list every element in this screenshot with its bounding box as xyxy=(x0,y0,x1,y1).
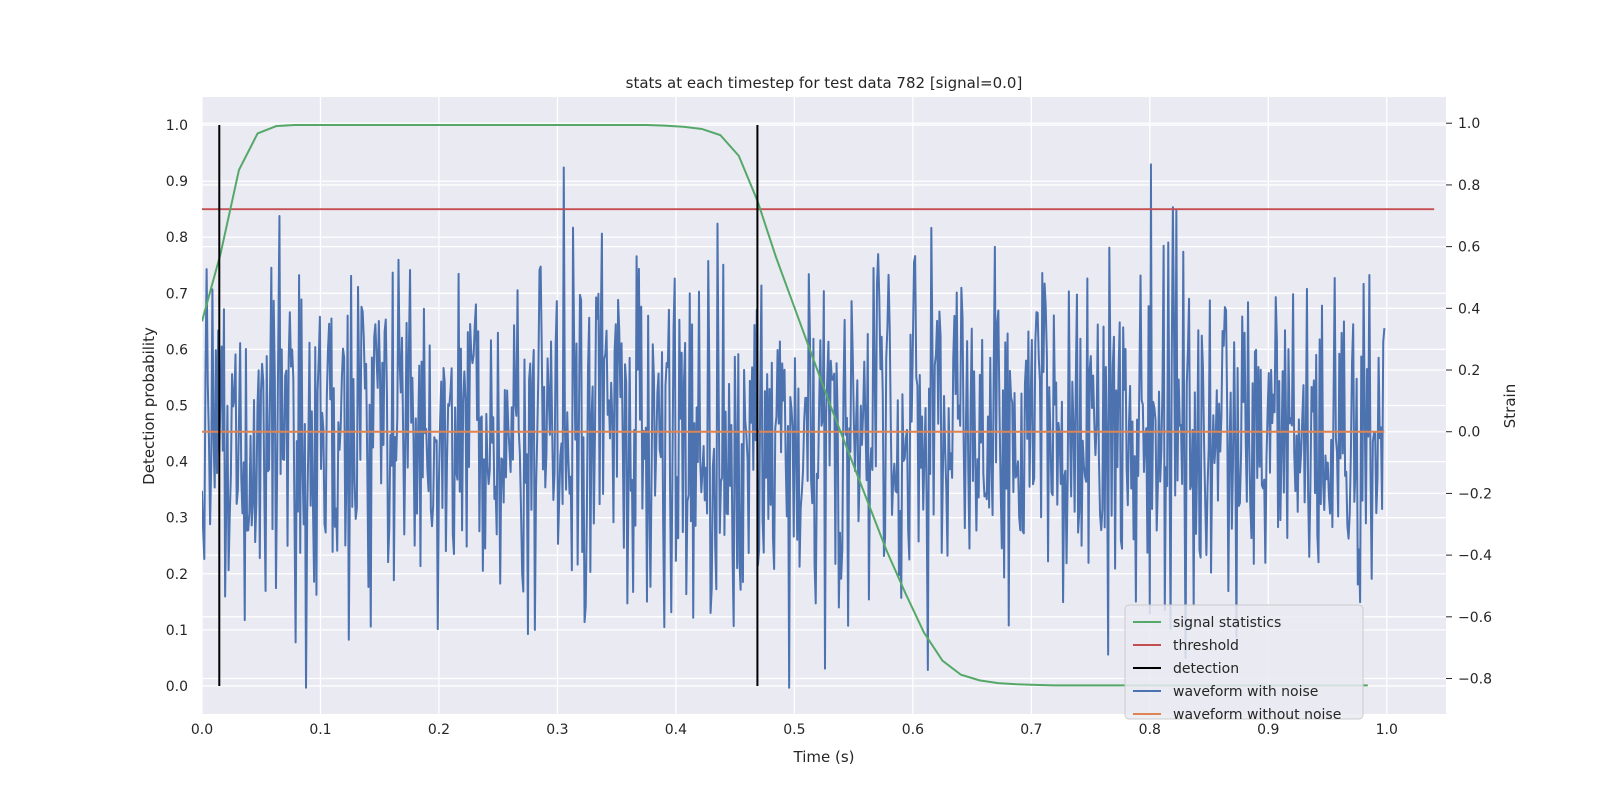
x-tick-label: 0.7 xyxy=(1020,722,1042,738)
legend-label: detection xyxy=(1173,661,1239,677)
y-tick-label-left: 0.5 xyxy=(166,399,188,415)
y-tick-label-left: 1.0 xyxy=(166,118,188,134)
series-signal-statistics xyxy=(202,124,1368,687)
x-tick-label: 0.9 xyxy=(1257,722,1279,738)
y-axis-label-left: Detection probability xyxy=(140,327,158,485)
y-tick-label-right: −0.8 xyxy=(1458,672,1492,688)
y-tick-label-left: 0.2 xyxy=(166,567,188,583)
legend-label: threshold xyxy=(1173,638,1239,654)
x-axis-label: Time (s) xyxy=(793,748,855,766)
series-waveform-with-noise xyxy=(202,163,1386,689)
series-layer xyxy=(202,124,1435,689)
y-tick-label-right: −0.6 xyxy=(1458,610,1492,626)
x-tick-label: 0.3 xyxy=(546,722,568,738)
x-tick-label: 0.1 xyxy=(309,722,331,738)
y-tick-label-left: 0.9 xyxy=(166,174,188,190)
x-tick-label: 0.6 xyxy=(902,722,924,738)
x-tick-label: 0.5 xyxy=(783,722,805,738)
y-tick-label-left: 0.0 xyxy=(166,679,188,695)
legend: signal statistics threshold detection wavef… xyxy=(1124,604,1364,723)
y-tick-label-left: 0.1 xyxy=(166,623,188,639)
chart-title: stats at each timestep for test data 782… xyxy=(626,74,1023,92)
x-tick-label: 0.0 xyxy=(191,722,213,738)
y-tick-label-right: 0.4 xyxy=(1458,301,1480,317)
y-tick-label-left: 0.3 xyxy=(166,511,188,527)
y-tick-label-right: 0.0 xyxy=(1458,425,1480,441)
legend-box xyxy=(1124,604,1364,720)
y-tick-label-right: 0.8 xyxy=(1458,178,1480,194)
y-tick-label-left: 0.4 xyxy=(166,455,188,471)
legend-label: waveform with noise xyxy=(1173,684,1318,700)
y-tick-label-right: 0.6 xyxy=(1458,240,1480,256)
legend-label: signal statistics xyxy=(1173,615,1281,631)
x-tick-label: 1.0 xyxy=(1376,722,1398,738)
y-tick-label-right: 0.2 xyxy=(1458,363,1480,379)
y-axis-label-right: Strain xyxy=(1501,384,1519,428)
y-tick-label-right: 1.0 xyxy=(1458,116,1480,132)
x-tick-label: 0.4 xyxy=(665,722,687,738)
y-tick-label-right: −0.4 xyxy=(1458,548,1492,564)
x-tick-label: 0.2 xyxy=(428,722,450,738)
x-tick-label: 0.8 xyxy=(1139,722,1161,738)
y-tick-label-left: 0.8 xyxy=(166,230,188,246)
y-tick-label-right: −0.2 xyxy=(1458,486,1492,502)
legend-label: waveform without noise xyxy=(1173,707,1341,723)
y-tick-label-left: 0.6 xyxy=(166,342,188,358)
axes: 0.0 0.1 0.2 0.3 0.4 0.5 0.6 0.7 0.8 0.9 1.0 0.0 0.1 0… xyxy=(166,116,1492,738)
y-tick-label-left: 0.7 xyxy=(166,286,188,302)
